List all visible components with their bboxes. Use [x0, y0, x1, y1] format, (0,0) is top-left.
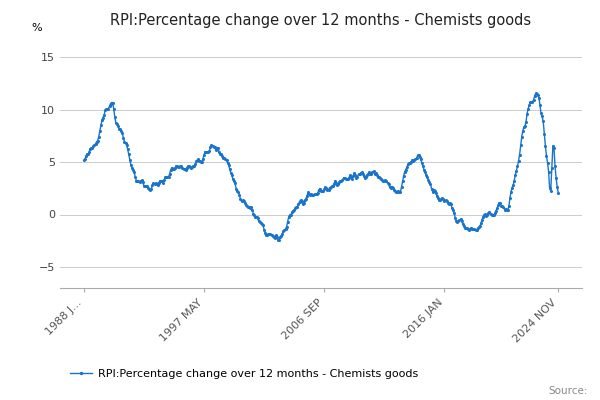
Title: RPI:Percentage change over 12 months - Chemists goods: RPI:Percentage change over 12 months - C… [110, 13, 532, 28]
Text: Source:: Source: [548, 386, 588, 396]
Line: RPI:Percentage change over 12 months - Chemists goods: RPI:Percentage change over 12 months - C… [83, 92, 559, 241]
Text: %: % [31, 24, 42, 34]
Legend: RPI:Percentage change over 12 months - Chemists goods: RPI:Percentage change over 12 months - C… [65, 364, 422, 383]
